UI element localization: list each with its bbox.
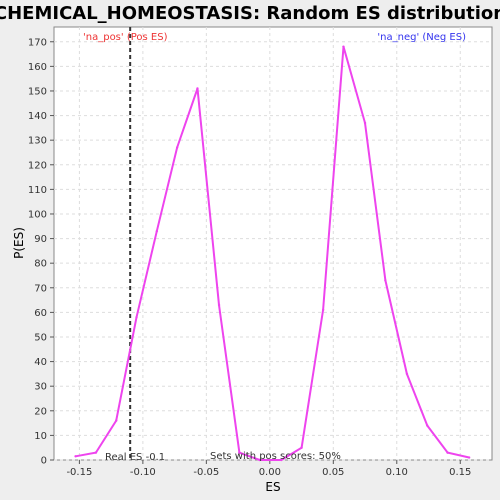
- x-tick-label: -0.05: [193, 467, 219, 478]
- sets-with-pos-label: Sets with pos scores: 50%: [210, 451, 341, 462]
- y-tick-label: 160: [28, 62, 47, 73]
- y-tick-label: 30: [34, 382, 47, 393]
- data-point: [468, 456, 470, 458]
- x-axis-label: ES: [265, 480, 280, 494]
- y-tick-label: 10: [34, 431, 47, 442]
- data-point: [384, 279, 386, 281]
- x-tick-label: 0.15: [449, 467, 471, 478]
- data-point: [300, 446, 302, 448]
- y-tick-label: 140: [28, 111, 47, 122]
- data-point: [95, 451, 97, 453]
- y-tick-label: 80: [34, 259, 47, 270]
- y-tick-label: 90: [34, 234, 47, 245]
- data-point: [342, 45, 344, 47]
- y-axis-label: P(ES): [12, 227, 26, 259]
- data-point: [406, 373, 408, 375]
- neg-es-label: 'na_neg' (Neg ES): [377, 32, 466, 43]
- y-tick-label: 20: [34, 406, 47, 417]
- data-point: [156, 230, 158, 232]
- data-point: [196, 87, 198, 89]
- x-tick-label: 0.05: [322, 467, 344, 478]
- y-axis-ticks: 0 10 20 30 40 50 60 70 80 90 100 110 120 130 140 150 160…: [28, 37, 54, 466]
- pos-es-label: 'na_pos' (Pos ES): [83, 32, 168, 43]
- real-es-label: Real ES -0.1: [105, 452, 165, 463]
- data-point: [364, 122, 366, 124]
- y-tick-label: 100: [28, 209, 47, 220]
- plot-area: [54, 27, 492, 460]
- y-tick-label: 0: [41, 456, 47, 467]
- data-point: [218, 304, 220, 306]
- data-point: [176, 146, 178, 148]
- y-tick-label: 40: [34, 357, 47, 368]
- y-tick-label: 130: [28, 136, 47, 147]
- x-tick-label: -0.15: [66, 467, 92, 478]
- y-tick-label: 50: [34, 332, 47, 343]
- data-point: [322, 309, 324, 311]
- data-point: [74, 455, 76, 457]
- data-point: [115, 419, 117, 421]
- y-tick-label: 110: [28, 185, 47, 196]
- y-tick-label: 60: [34, 308, 47, 319]
- y-tick-label: 170: [28, 37, 47, 48]
- y-tick-label: 150: [28, 86, 47, 97]
- x-tick-label: -0.10: [130, 467, 156, 478]
- chart-title: CHEMICAL_HOMEOSTASIS: Random ES distribu…: [0, 3, 500, 24]
- y-tick-label: 120: [28, 160, 47, 171]
- x-tick-label: 0.00: [259, 467, 281, 478]
- y-tick-label: 70: [34, 283, 47, 294]
- data-point: [446, 451, 448, 453]
- data-point: [135, 316, 137, 318]
- data-point: [426, 424, 428, 426]
- x-tick-label: 0.10: [386, 467, 408, 478]
